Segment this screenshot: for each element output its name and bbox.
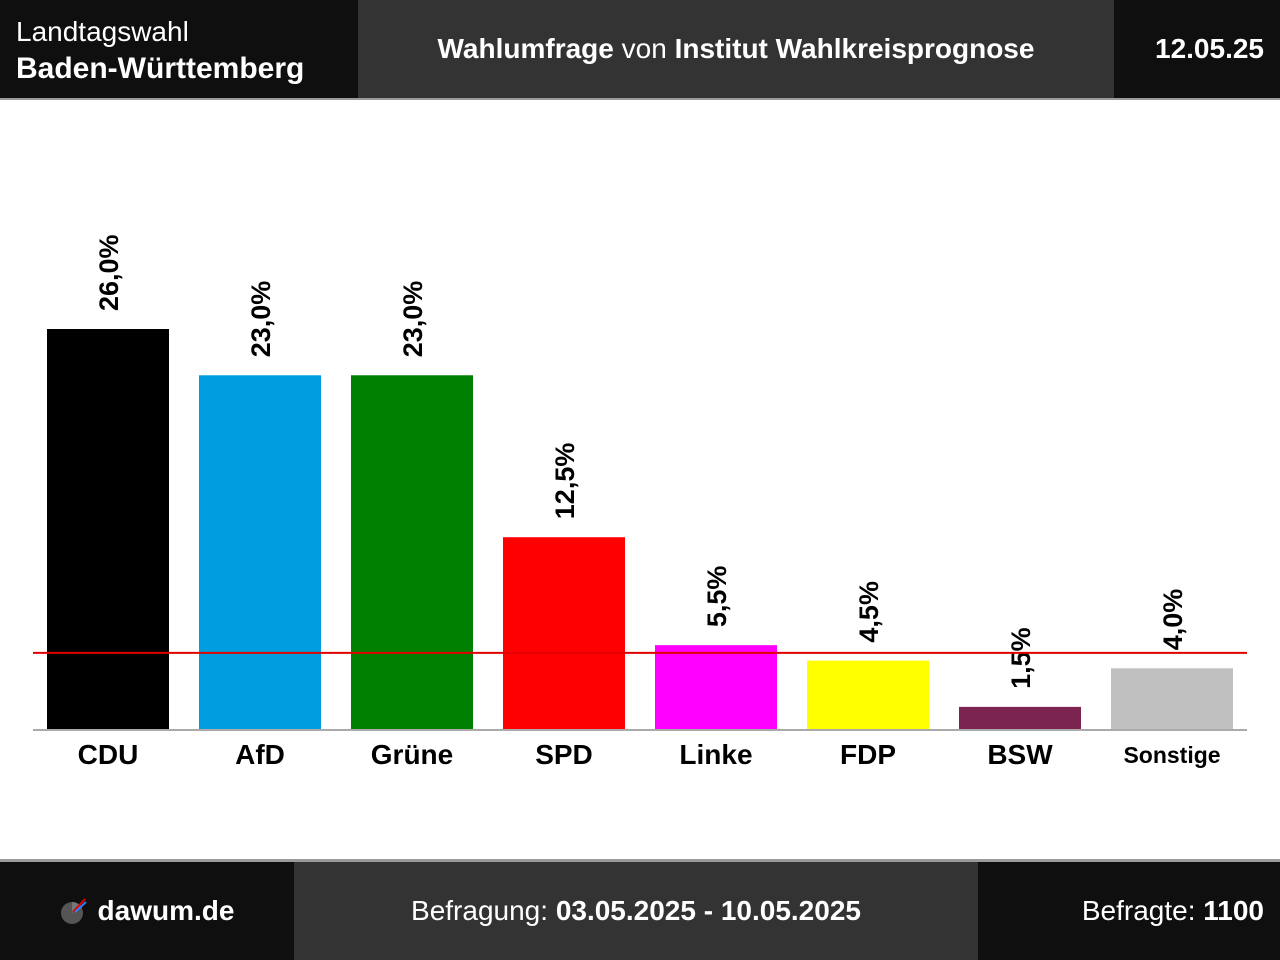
footer-divider: [0, 859, 1280, 862]
poll-type: Wahlumfrage: [437, 33, 614, 64]
bar-spd: [503, 537, 625, 730]
value-label: 26,0%: [94, 234, 124, 311]
category-label: Grüne: [371, 739, 453, 770]
poll-date: 12.05.25: [1114, 0, 1280, 98]
election-type: Landtagswahl: [16, 16, 189, 47]
bar-afd: [199, 375, 321, 730]
footer: dawum.de Befragung: 03.05.2025 - 10.05.2…: [0, 862, 1280, 960]
poll-title: Wahlumfrage von Institut Wahlkreisprogno…: [358, 0, 1114, 98]
bars-group: 26,0% CDU 23,0% AfD 23,0% Grüne 12,5% SPD 5,5% Li…: [47, 234, 1233, 770]
header: Landtagswahl Baden-Württemberg Wahlumfra…: [0, 0, 1280, 98]
category-label: AfD: [235, 739, 285, 770]
category-label: Sonstige: [1123, 742, 1220, 768]
poll-connector: von: [613, 33, 675, 64]
respondents-label: Befragte:: [1081, 895, 1204, 926]
survey-period-value: 03.05.2025 - 10.05.2025: [555, 895, 861, 926]
value-label: 12,5%: [550, 443, 580, 520]
category-label: FDP: [840, 739, 896, 770]
poll-institute: Institut Wahlkreisprognose: [674, 33, 1035, 64]
category-label: CDU: [78, 739, 139, 770]
respondents-box: Befragte: 1100: [978, 862, 1280, 960]
value-label: 4,5%: [854, 581, 884, 643]
header-divider: [0, 98, 1280, 100]
category-label: BSW: [987, 739, 1053, 770]
value-label: 23,0%: [246, 281, 276, 358]
bar-cdu: [47, 329, 169, 730]
value-label: 23,0%: [398, 281, 428, 358]
value-label: 5,5%: [702, 566, 732, 628]
bar-linke: [655, 645, 777, 730]
bar-sonstige: [1111, 668, 1233, 730]
bar-bsw: [959, 706, 1081, 730]
value-label: 1,5%: [1006, 627, 1036, 689]
category-label: SPD: [535, 739, 593, 770]
site-name: dawum.de: [97, 895, 235, 926]
site-brand[interactable]: dawum.de: [0, 862, 294, 960]
value-label: 4,0%: [1158, 589, 1188, 651]
survey-period-box: Befragung: 03.05.2025 - 10.05.2025: [294, 862, 978, 960]
bar-grne: [351, 375, 473, 730]
bar-fdp: [807, 660, 929, 730]
bar-chart: 26,0% CDU 23,0% AfD 23,0% Grüne 12,5% SPD 5,5% Li…: [33, 234, 1247, 770]
survey-period-label: Befragung:: [411, 895, 556, 926]
election-title-box: Landtagswahl Baden-Württemberg: [0, 0, 358, 98]
dawum-logo-icon: [60, 898, 87, 924]
category-label: Linke: [679, 739, 752, 770]
election-region: Baden-Württemberg: [16, 52, 305, 85]
respondents-value: 1100: [1203, 895, 1264, 926]
